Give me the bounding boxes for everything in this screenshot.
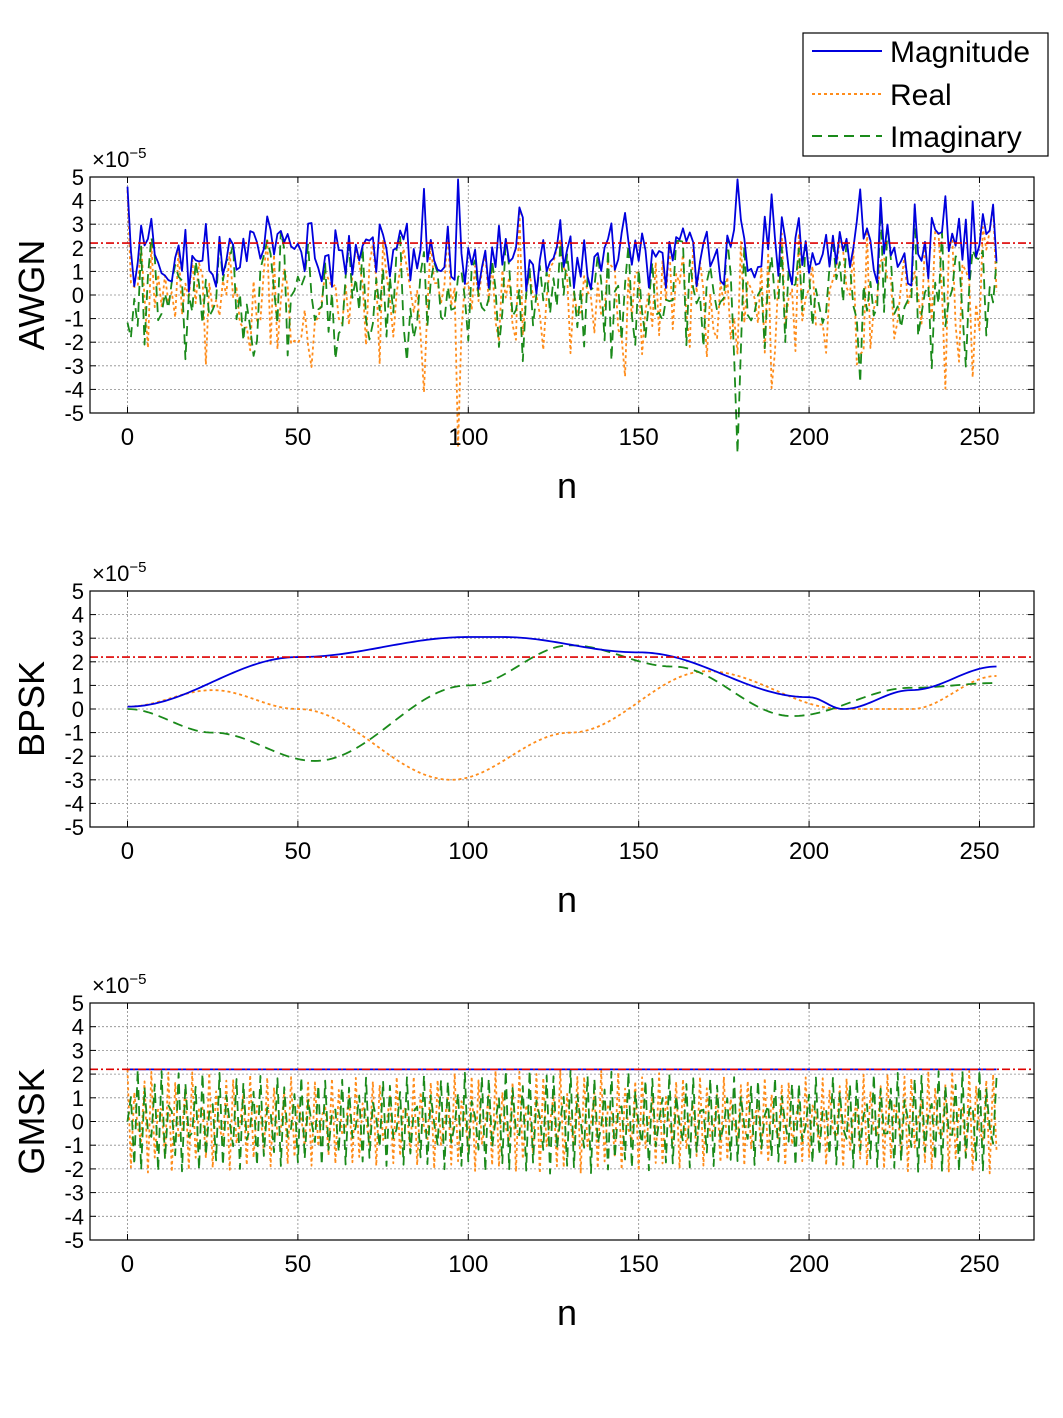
bpsk-multiplier-base: ×10 [92,561,129,586]
bpsk-multiplier-label: ×10−5 [92,559,146,586]
bpsk-ytick-label: 0 [72,697,84,722]
bpsk-xtick-label: 100 [448,838,488,865]
gmsk-xtick-label: 0 [121,1251,134,1278]
gmsk-imaginary-series [126,1068,998,1175]
gmsk-ytick-label: -2 [64,1157,84,1182]
awgn-imaginary-series [126,202,998,455]
bpsk-imaginary-series [127,644,997,762]
bpsk-multiplier-exponent: −5 [129,559,146,576]
awgn-ytick-label: -1 [64,307,84,332]
awgn-ylabel: AWGN [11,240,52,351]
gmsk-ytick-label: 5 [72,991,84,1016]
awgn-ytick-label: 5 [72,165,84,190]
bpsk-ytick-label: 4 [72,603,84,628]
bpsk-xtick-label: 50 [285,838,312,865]
awgn-ytick-label: -2 [64,330,84,355]
awgn-multiplier-exponent: −5 [129,145,146,162]
bpsk-ytick-label: 1 [72,673,84,698]
gmsk-xtick-label: 150 [619,1251,659,1278]
gmsk-ylabel: GMSK [11,1068,52,1174]
awgn-xtick-label: 100 [448,424,488,451]
awgn-ytick-label: 2 [72,236,84,261]
legend-real-label: Real [890,79,952,112]
gmsk-ytick-label: 1 [72,1086,84,1111]
bpsk-ytick-label: 5 [72,579,84,604]
bpsk-ytick-label: -1 [64,721,84,746]
gmsk-multiplier-base: ×10 [92,973,129,998]
gmsk-multiplier-label: ×10−5 [92,971,146,998]
gmsk-multiplier-exponent: −5 [129,971,146,988]
bpsk-ytick-label: -4 [64,791,84,816]
bpsk-ylabel: BPSK [11,661,52,757]
awgn-multiplier-label: ×10−5 [92,145,146,172]
gmsk-xtick-label: 100 [448,1251,488,1278]
awgn-xlabel: n [557,465,577,506]
legend-magnitude-label: Magnitude [890,36,1030,69]
bpsk-xlabel: n [557,879,577,920]
awgn-xtick-label: 200 [789,424,829,451]
legend-imaginary-label: Imaginary [890,121,1022,154]
awgn-ytick-label: -5 [64,401,84,426]
bpsk-xtick-label: 0 [121,838,134,865]
bpsk-ytick-label: 3 [72,626,84,651]
gmsk-real-series [126,1068,998,1175]
gmsk-ytick-label: -5 [64,1228,84,1253]
gmsk-xtick-label: 50 [285,1251,312,1278]
legend: Magnitude Real Imaginary [802,32,1049,157]
bpsk-magnitude-series [127,636,997,710]
gmsk-ytick-label: -1 [64,1133,84,1158]
awgn-ytick-label: 0 [72,283,84,308]
bpsk-xtick-label: 250 [959,838,999,865]
bpsk-ytick-label: 2 [72,650,84,675]
bpsk-ytick-label: -5 [64,815,84,840]
awgn-xtick-label: 0 [121,424,134,451]
bpsk-xtick-label: 200 [789,838,829,865]
bpsk-ytick-label: -3 [64,768,84,793]
gmsk-ytick-label: 4 [72,1015,84,1040]
awgn-ytick-label: -4 [64,377,84,402]
awgn-ytick-label: -3 [64,354,84,379]
awgn-ytick-label: 4 [72,189,84,214]
gmsk-ytick-label: 0 [72,1110,84,1135]
gmsk-ytick-label: 2 [72,1062,84,1087]
gmsk-ytick-label: -3 [64,1181,84,1206]
gmsk-ytick-label: 3 [72,1038,84,1063]
gmsk-xlabel: n [557,1292,577,1333]
awgn-xtick-label: 250 [959,424,999,451]
awgn-ytick-label: 1 [72,259,84,284]
awgn-real-series [126,190,998,449]
bpsk-real-series [127,670,997,781]
bpsk-ytick-label: -2 [64,744,84,769]
awgn-ytick-label: 3 [72,212,84,237]
awgn-multiplier-base: ×10 [92,147,129,172]
awgn-xtick-label: 50 [285,424,312,451]
gmsk-xtick-label: 250 [959,1251,999,1278]
bpsk-xtick-label: 150 [619,838,659,865]
awgn-xtick-label: 150 [619,424,659,451]
gmsk-xtick-label: 200 [789,1251,829,1278]
gmsk-ytick-label: -4 [64,1204,84,1229]
